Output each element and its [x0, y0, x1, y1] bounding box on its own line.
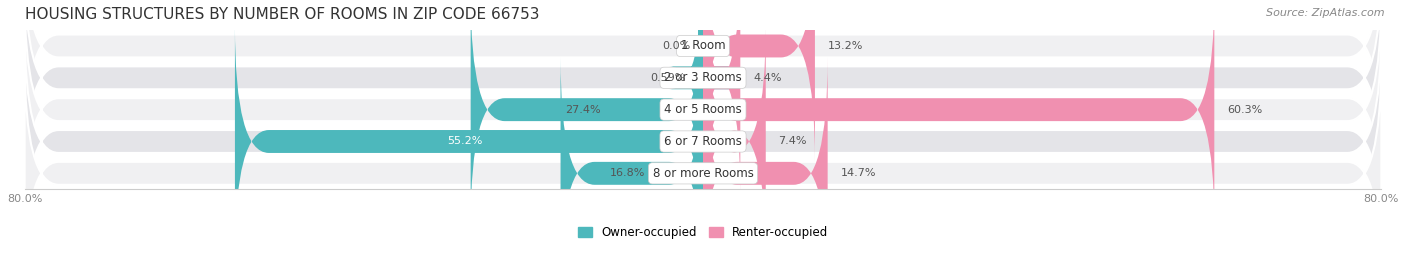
Text: 1 Room: 1 Room	[681, 40, 725, 52]
Text: 8 or more Rooms: 8 or more Rooms	[652, 167, 754, 180]
Text: 14.7%: 14.7%	[841, 168, 876, 178]
FancyBboxPatch shape	[669, 0, 733, 194]
FancyBboxPatch shape	[25, 0, 1381, 162]
FancyBboxPatch shape	[25, 0, 1381, 225]
Legend: Owner-occupied, Renter-occupied: Owner-occupied, Renter-occupied	[572, 221, 834, 244]
Text: HOUSING STRUCTURES BY NUMBER OF ROOMS IN ZIP CODE 66753: HOUSING STRUCTURES BY NUMBER OF ROOMS IN…	[25, 7, 538, 22]
FancyBboxPatch shape	[235, 26, 703, 257]
FancyBboxPatch shape	[25, 58, 1381, 269]
FancyBboxPatch shape	[703, 0, 815, 162]
Text: 0.0%: 0.0%	[662, 41, 690, 51]
FancyBboxPatch shape	[703, 0, 1215, 225]
FancyBboxPatch shape	[703, 26, 766, 257]
Text: 6 or 7 Rooms: 6 or 7 Rooms	[664, 135, 742, 148]
Text: 13.2%: 13.2%	[828, 41, 863, 51]
Text: 55.2%: 55.2%	[447, 136, 482, 147]
Text: 2 or 3 Rooms: 2 or 3 Rooms	[664, 71, 742, 84]
FancyBboxPatch shape	[471, 0, 703, 225]
FancyBboxPatch shape	[561, 58, 703, 269]
Text: 4.4%: 4.4%	[754, 73, 782, 83]
FancyBboxPatch shape	[25, 0, 1381, 194]
Text: 0.59%: 0.59%	[650, 73, 685, 83]
Text: Source: ZipAtlas.com: Source: ZipAtlas.com	[1267, 8, 1385, 18]
Text: 16.8%: 16.8%	[610, 168, 645, 178]
Text: 60.3%: 60.3%	[1227, 105, 1263, 115]
Text: 4 or 5 Rooms: 4 or 5 Rooms	[664, 103, 742, 116]
Text: 7.4%: 7.4%	[779, 136, 807, 147]
Text: 27.4%: 27.4%	[565, 105, 600, 115]
FancyBboxPatch shape	[25, 26, 1381, 257]
FancyBboxPatch shape	[703, 0, 741, 194]
FancyBboxPatch shape	[703, 58, 828, 269]
